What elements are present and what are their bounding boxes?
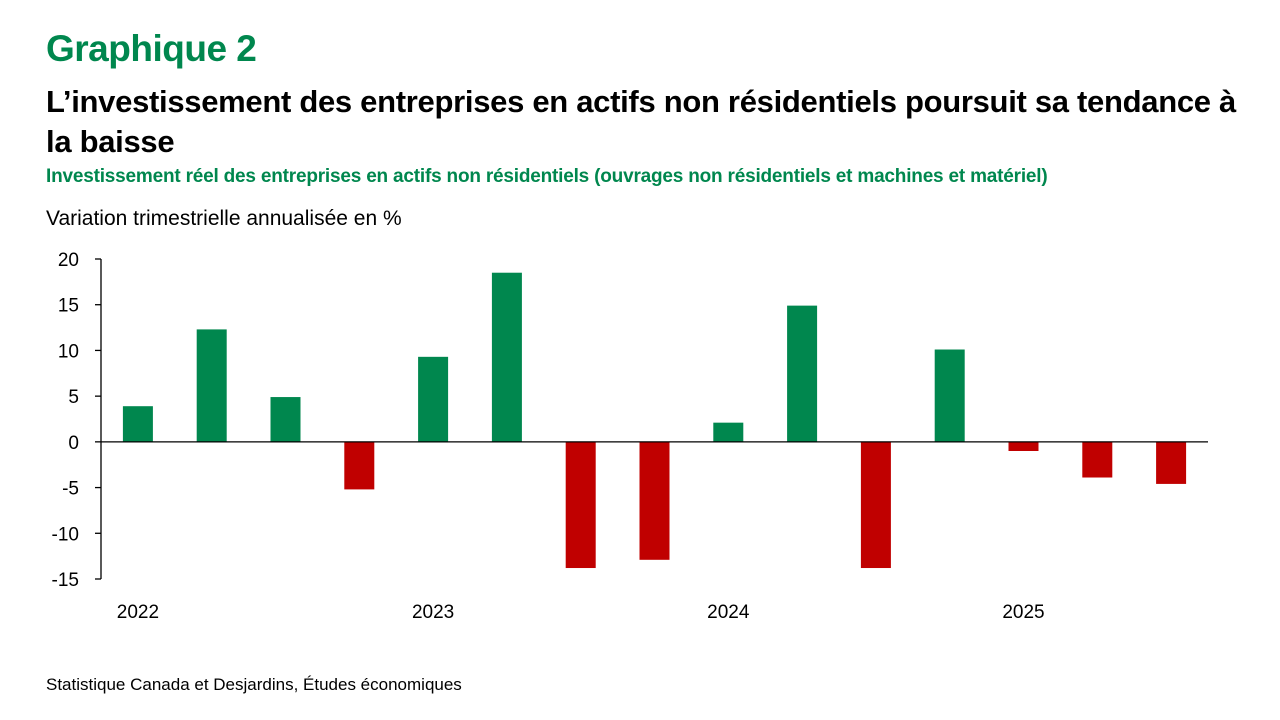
x-tick-label: 2024 bbox=[707, 602, 750, 623]
y-axis: 20 15 10 5 0 -5 -10 -15 bbox=[52, 250, 102, 591]
y-tick-label: 20 bbox=[58, 250, 79, 271]
bars bbox=[122, 272, 1187, 569]
bar-2025-t1 bbox=[1008, 441, 1039, 451]
bar-2023-t3 bbox=[565, 441, 596, 569]
y-tick-label: -15 bbox=[52, 570, 79, 591]
y-tick-label: -10 bbox=[52, 524, 79, 545]
bar-2023-t4 bbox=[639, 441, 670, 560]
bar-2022-t1 bbox=[122, 406, 153, 442]
source-note: Statistique Canada et Desjardins, Études… bbox=[46, 675, 462, 694]
y-axis-unit-label: Variation trimestrielle annualisée en % bbox=[46, 207, 402, 230]
bar-2024-t4 bbox=[934, 349, 965, 442]
chart-title: L’investissement des entreprises en acti… bbox=[46, 84, 1236, 159]
bar-2025-t2 bbox=[1082, 441, 1113, 478]
bar-2023-t2 bbox=[491, 272, 522, 442]
y-tick-label: 15 bbox=[58, 296, 79, 317]
chart-label: Graphique 2 bbox=[46, 28, 257, 69]
bar-2024-t2 bbox=[787, 305, 818, 442]
x-tick-label: 2023 bbox=[412, 602, 454, 623]
x-tick-label: 2025 bbox=[1002, 602, 1044, 623]
y-tick-label: 0 bbox=[68, 433, 79, 454]
y-tick-label: -5 bbox=[62, 479, 79, 500]
bar-2022-t2 bbox=[196, 329, 227, 442]
y-tick-label: 5 bbox=[68, 387, 79, 408]
y-tick-label: 10 bbox=[58, 341, 79, 362]
bar-2023-t1 bbox=[418, 356, 449, 442]
bar-2025-t3 bbox=[1156, 441, 1187, 484]
x-tick-label: 2022 bbox=[117, 602, 159, 623]
x-axis: 2022 2023 2024 2025 bbox=[101, 441, 1208, 623]
bar-2022-t4 bbox=[344, 441, 375, 490]
bar-2024-t1 bbox=[713, 422, 744, 442]
bar-2024-t3 bbox=[860, 441, 891, 569]
chart-subtitle: Investissement réel des entreprises en a… bbox=[46, 166, 1048, 187]
bar-2022-t3 bbox=[270, 397, 301, 442]
